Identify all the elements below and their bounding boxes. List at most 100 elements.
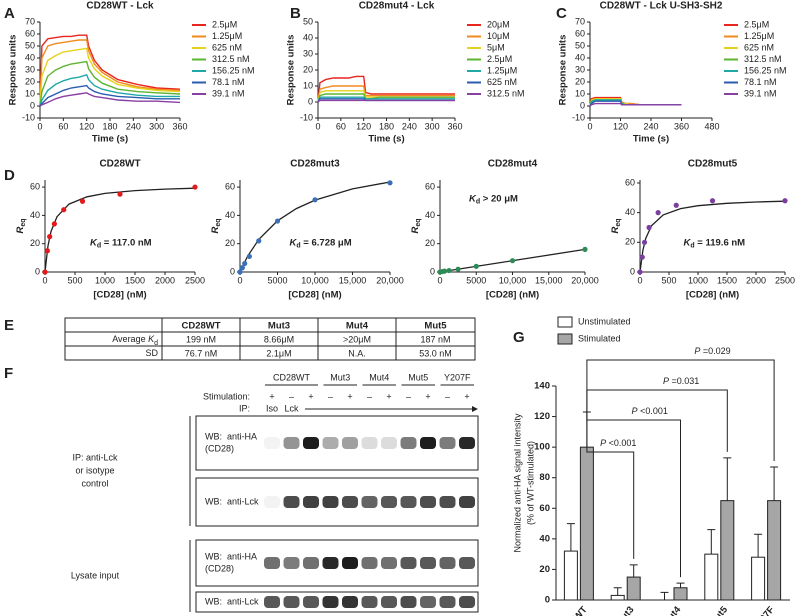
blot-label: WB: anti-Lck (205, 496, 259, 506)
blot-band (264, 437, 280, 449)
bar (767, 500, 782, 601)
arrow-head (472, 406, 478, 412)
fit-line (239, 181, 391, 273)
x-tick-label: 500 (661, 275, 676, 285)
annotation-part: K (469, 193, 477, 204)
series-line (39, 60, 181, 107)
panel-letter: A (4, 5, 15, 22)
panel-letter: B (290, 5, 301, 22)
x-tick-label: 20,000 (376, 275, 404, 285)
data-point (61, 207, 67, 213)
stim-sign: – (445, 391, 450, 401)
section-label: or isotype (75, 465, 114, 475)
y-axis-label: Normalized anti-HA signal intensity (512, 413, 522, 553)
bar (720, 500, 735, 601)
chart-title: CD28mut5 (688, 159, 738, 170)
y-tick-label: 70 (25, 16, 35, 26)
blot-band (420, 596, 436, 608)
error-bar (676, 582, 685, 588)
x-axis-label: [CD28] (nM) (686, 290, 739, 301)
annotation-part: d (296, 243, 300, 250)
x-tick-label: 500 (67, 275, 82, 285)
blot-band (303, 596, 319, 608)
blot-band (342, 596, 358, 608)
table-border (64, 317, 476, 361)
data-point (44, 248, 50, 254)
section-label: IP: anti-Lck (72, 452, 118, 462)
data-point (117, 191, 123, 197)
blot-band (283, 596, 300, 608)
x-tick-label: 15,000 (535, 275, 563, 285)
data-point (239, 265, 245, 271)
blot-band (361, 557, 378, 569)
y-tick-label: 40 (625, 207, 635, 217)
x-tick-label: 180 (102, 121, 117, 131)
table-cell: 187 nM (420, 334, 450, 344)
y-tick-label: 0 (35, 266, 40, 276)
data-point (655, 210, 661, 216)
series-line (39, 47, 181, 107)
data-point (709, 198, 716, 204)
table-header: Mut4 (346, 321, 369, 332)
y-tick-label: 30 (575, 64, 585, 74)
blot-band (283, 496, 300, 508)
y-tick-label: 50 (575, 40, 585, 50)
blot-band (400, 596, 417, 608)
panel-letter: E (4, 317, 14, 334)
ip-label: Iso (266, 403, 278, 413)
y-tick-label: 0 (308, 96, 313, 106)
x-tick-label: 300 (149, 121, 164, 131)
panel-letter: G (513, 329, 525, 346)
blot-band (283, 557, 300, 569)
x-tick-label: 120 (79, 121, 94, 131)
table-row-label: SD (145, 348, 158, 358)
y-tick-label: 30 (303, 48, 313, 58)
series-line (317, 99, 455, 103)
p-value-part: =0.031 (669, 376, 699, 386)
p-value-part: <0.001 (606, 438, 636, 448)
chart-title: CD28WT - Lck (86, 1, 154, 12)
error-bar (770, 466, 779, 501)
x-tick-label: 360 (674, 121, 689, 131)
stim-sign: + (464, 391, 469, 401)
table-cell: 8.66μM (264, 334, 294, 344)
y-tick-label: 60 (225, 181, 235, 191)
x-tick-label: 0 (437, 275, 442, 285)
data-point (782, 198, 788, 204)
x-tick-label: 0 (637, 275, 642, 285)
y-tick-label: 120 (534, 411, 550, 422)
x-tick-label: 1500 (125, 275, 145, 285)
x-axis-label: Time (s) (633, 134, 669, 145)
blot-band (459, 557, 475, 569)
bar (673, 587, 688, 601)
blot-band (459, 596, 475, 608)
p-value-part: P (632, 406, 638, 416)
p-value-part: P (663, 376, 669, 386)
data-point (582, 246, 588, 252)
y-tick-label: 10 (303, 80, 313, 90)
x-tick-label: 2500 (775, 275, 795, 285)
blot-band (400, 496, 417, 508)
legend-label: 312.5 nM (487, 88, 525, 98)
x-tick-label: 5000 (466, 275, 486, 285)
blot-band (303, 437, 319, 449)
y-axis-label-part: R (15, 227, 26, 234)
blot-band (381, 437, 397, 449)
table-row-label-part: d (154, 340, 158, 347)
blot-band (322, 437, 339, 449)
y-axis-label: Req (15, 218, 28, 233)
x-tick-label: 120 (613, 121, 628, 131)
y-axis-label-part: eq (20, 218, 27, 226)
annotation-part: d (97, 243, 101, 250)
data-point (673, 202, 679, 208)
p-value-part: P (600, 438, 606, 448)
annotation-part: K (290, 237, 298, 248)
y-tick-label: 0 (580, 100, 585, 110)
error-bar (613, 587, 622, 596)
data-point (312, 197, 318, 203)
table-row-label-part: K (148, 334, 155, 344)
blot-band (264, 557, 280, 569)
y-axis-label-part: eq (215, 218, 222, 226)
x-tick-label: 60 (58, 121, 68, 131)
